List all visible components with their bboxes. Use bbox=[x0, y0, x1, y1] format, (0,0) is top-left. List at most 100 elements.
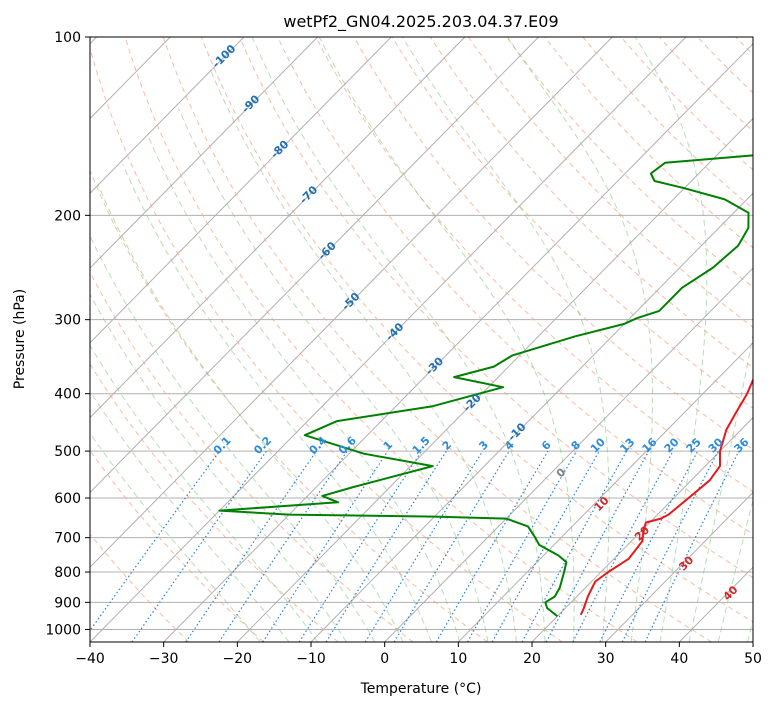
temperature-profile-line bbox=[579, 377, 753, 616]
isotherm-line bbox=[310, 192, 753, 642]
isotherm-line bbox=[163, 42, 753, 642]
isotherm-line bbox=[605, 491, 753, 642]
x-tick-label: 0 bbox=[380, 651, 389, 667]
x-tick-label: 20 bbox=[523, 651, 541, 667]
y-axis-label: Pressure (hPa) bbox=[12, 289, 28, 389]
isotherm-line bbox=[90, 37, 318, 269]
dry-adiabat-line bbox=[90, 363, 339, 642]
dry-adiabat-line bbox=[90, 46, 563, 642]
mixing-ratio-line bbox=[621, 450, 719, 642]
moist-adiabat-line bbox=[122, 164, 432, 642]
mixing-ratio-label: 0.1 bbox=[211, 434, 234, 457]
mixing-ratio-line bbox=[298, 450, 423, 642]
mixing-ratio-line bbox=[393, 450, 510, 642]
mixing-ratio-label: 0.6 bbox=[336, 434, 359, 457]
dry-adiabat-line bbox=[124, 37, 638, 642]
mixing-ratio-label: 1.5 bbox=[410, 434, 433, 457]
dry-adiabat-line bbox=[582, 37, 753, 210]
dry-adiabat-line bbox=[162, 37, 712, 642]
isotherm-line bbox=[90, 37, 613, 568]
mixing-ratio-line bbox=[262, 450, 389, 642]
moist-adiabat-line bbox=[402, 37, 610, 642]
dry-adiabat-line bbox=[90, 449, 264, 642]
y-tick-label: 400 bbox=[54, 387, 81, 403]
moist-adiabat-line bbox=[90, 234, 376, 642]
x-tick-label: 40 bbox=[670, 651, 688, 667]
mixing-ratio-label: 20 bbox=[662, 435, 682, 455]
moist-adiabat-line bbox=[210, 70, 517, 642]
moist-adiabat-label: 40 bbox=[721, 583, 741, 603]
x-tick-label: −30 bbox=[149, 651, 179, 667]
plot-area bbox=[90, 37, 753, 642]
dry-adiabat-line bbox=[90, 533, 190, 642]
x-axis-label: Temperature (°C) bbox=[360, 681, 482, 697]
mixing-ratio-label: 16 bbox=[640, 435, 660, 455]
isotherm-line bbox=[90, 37, 466, 419]
moist-adiabat-label: 30 bbox=[676, 553, 696, 573]
dry-adiabat-line bbox=[353, 37, 753, 451]
x-tick-label: 50 bbox=[744, 651, 762, 667]
line-labels: -100-90-80-70-60-50-40-30-20-100.1 0.2 0.4… bbox=[210, 42, 752, 603]
moist-adiabat-line bbox=[318, 37, 575, 642]
y-tick-label: 700 bbox=[54, 531, 81, 547]
moist-adiabat-line bbox=[148, 137, 461, 642]
y-tick-label: 800 bbox=[54, 565, 81, 581]
isotherm-line bbox=[678, 566, 753, 642]
dry-adiabat-line bbox=[506, 37, 753, 288]
y-tick-label: 500 bbox=[54, 444, 81, 460]
dry-adiabat-line bbox=[658, 37, 753, 132]
mixing-ratio-line bbox=[364, 450, 484, 642]
moist-adiabat-line bbox=[717, 498, 753, 642]
mixing-ratio-line bbox=[90, 450, 221, 632]
y-tick-label: 100 bbox=[54, 30, 81, 46]
mixing-ratio-line bbox=[545, 450, 650, 642]
x-tick-label: 30 bbox=[597, 651, 615, 667]
dry-adiabat-line bbox=[429, 37, 753, 369]
y-tick-label: 900 bbox=[54, 595, 81, 611]
mixing-ratio-label: 36 bbox=[732, 435, 752, 455]
moist-adiabat-line bbox=[178, 108, 489, 642]
y-tick-label: 300 bbox=[54, 313, 81, 329]
dry-adiabat-line bbox=[620, 37, 753, 171]
chart-title: wetPf2_GN04.2025.203.04.37.E09 bbox=[283, 12, 558, 32]
moist-adiabat-line bbox=[90, 344, 319, 642]
dry-adiabat-line bbox=[277, 37, 753, 535]
moist-adiabat-line bbox=[251, 37, 546, 642]
isotherm-line bbox=[457, 342, 753, 642]
moist-adiabat-line bbox=[90, 432, 261, 642]
mixing-ratio-label: 13 bbox=[617, 436, 637, 456]
mixing-ratio-line bbox=[491, 450, 600, 642]
plot-frame bbox=[89, 36, 754, 643]
mixing-ratio-line bbox=[218, 450, 348, 642]
x-tick-label: 10 bbox=[449, 651, 467, 667]
axes: −40 −30 −20 −10 0 10 20 30 40 50 100 200 300 400 500 60… bbox=[45, 30, 762, 667]
mixing-ratio-line bbox=[325, 450, 447, 642]
dry-adiabat-line bbox=[468, 37, 753, 328]
isotherm-line bbox=[90, 37, 392, 344]
x-tick-label: −20 bbox=[223, 651, 253, 667]
dry-adiabat-line bbox=[90, 271, 414, 642]
isotherm-line bbox=[90, 37, 245, 194]
dry-adiabat-line bbox=[90, 169, 488, 642]
mixing-ratio-line bbox=[185, 450, 317, 642]
moist-adiabat-line bbox=[634, 37, 708, 642]
moist-adiabat-line bbox=[747, 618, 753, 642]
moist-adiabat-line bbox=[90, 293, 347, 642]
isotherm-line bbox=[90, 37, 539, 494]
isotherm-line bbox=[384, 267, 753, 642]
dry-adiabat-line bbox=[697, 37, 753, 94]
moist-adiabat-label: 20 bbox=[632, 523, 652, 543]
isotherm-line bbox=[531, 416, 753, 642]
mixing-ratio-line bbox=[521, 450, 628, 642]
y-tick-label: 200 bbox=[54, 208, 81, 224]
mixing-ratio-line bbox=[435, 450, 549, 642]
mixing-ratio-label: 25 bbox=[684, 436, 704, 456]
moist-adiabat-line bbox=[90, 390, 290, 642]
mixing-ratio-line bbox=[131, 450, 267, 642]
x-tick-label: −10 bbox=[296, 651, 326, 667]
moist-adiabat-line bbox=[506, 37, 653, 642]
dewpoint-profile-line bbox=[218, 154, 753, 617]
mixing-ratio-label: 10 bbox=[588, 435, 608, 455]
isotherm-line bbox=[236, 117, 753, 642]
